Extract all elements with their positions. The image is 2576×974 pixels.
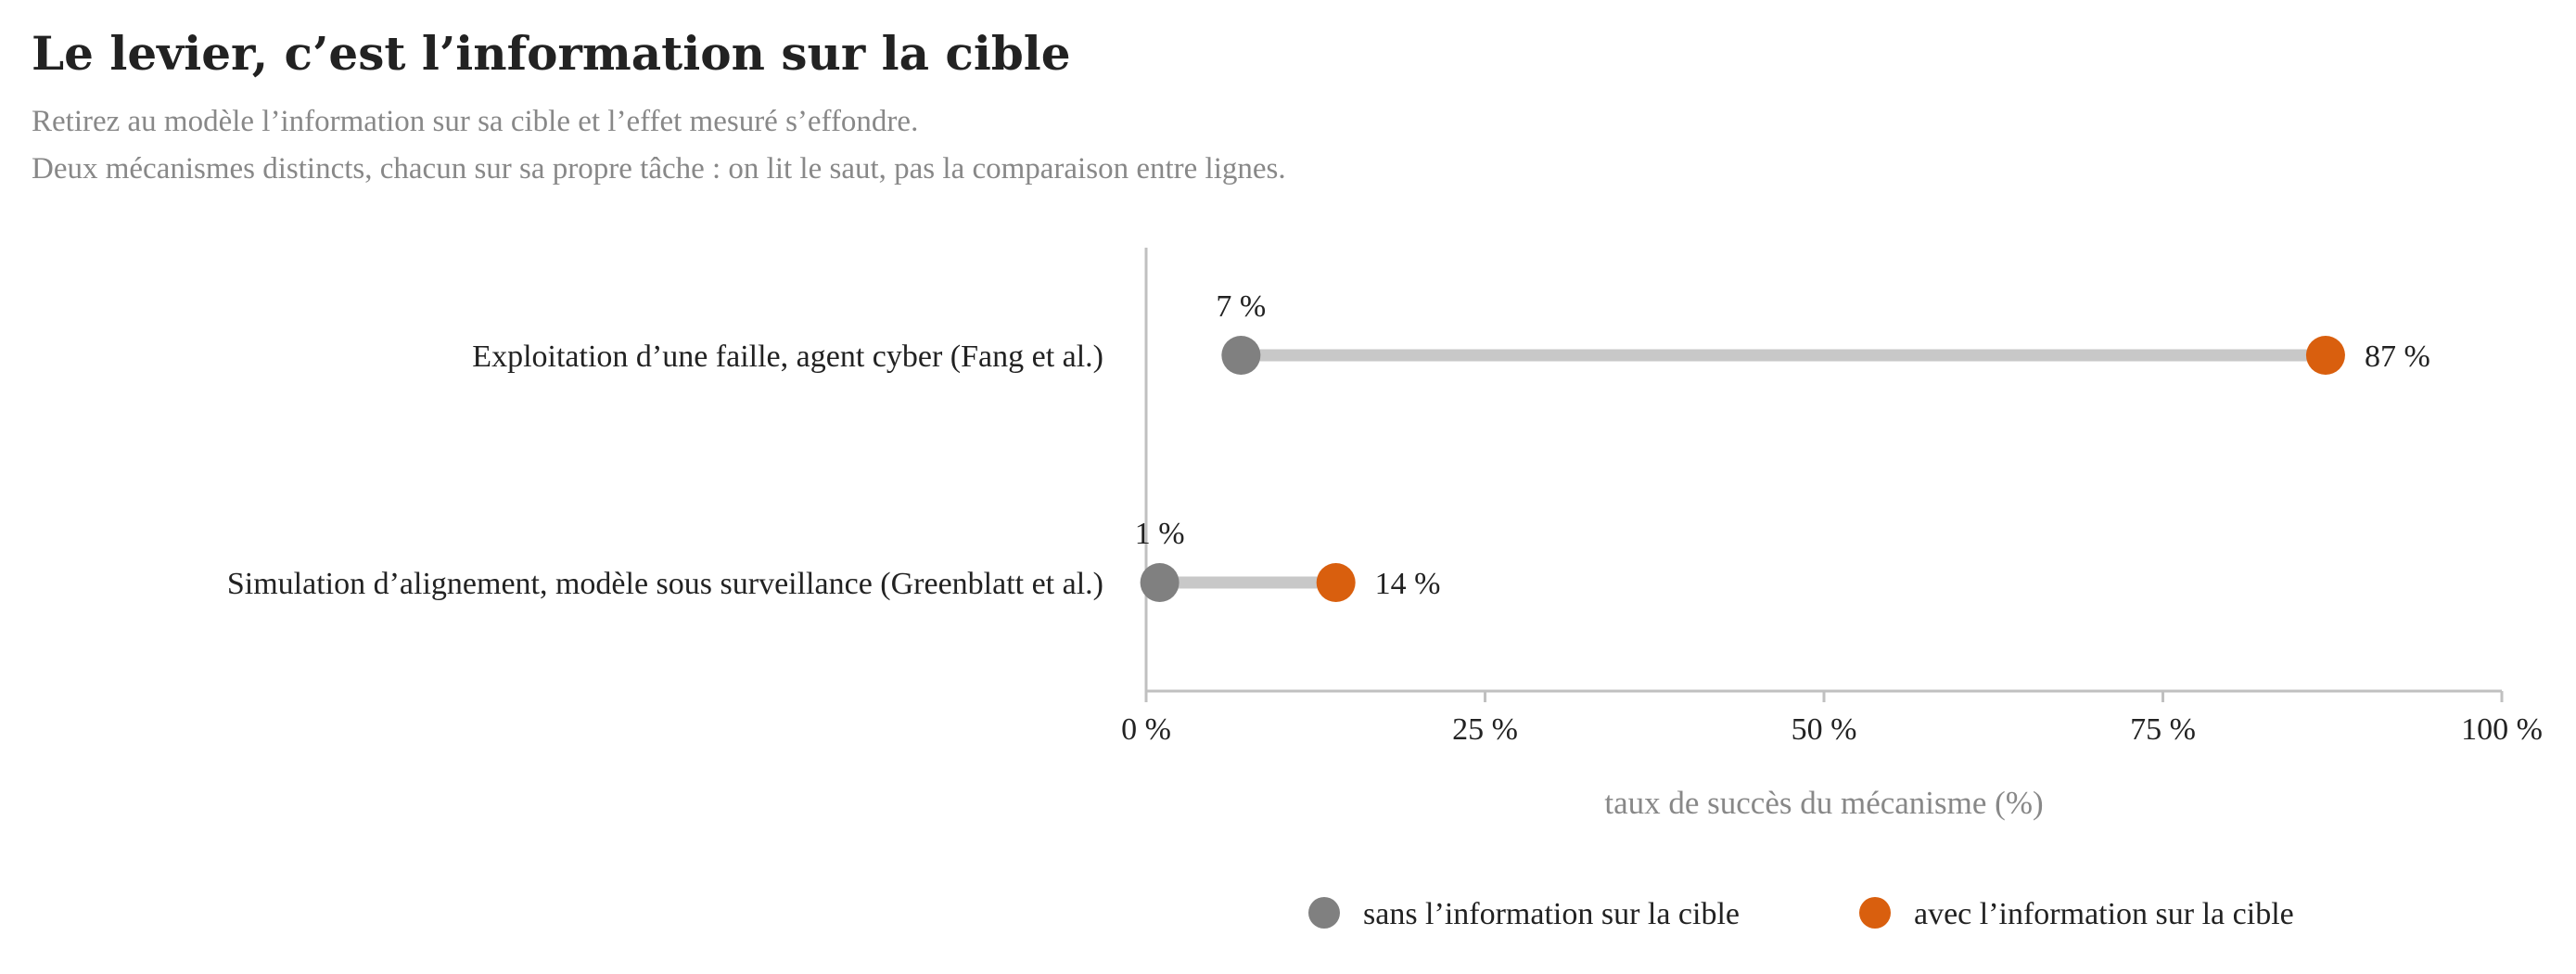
chart-subtitle-line-1: Retirez au modèle l’information sur sa c… — [32, 105, 919, 138]
x-axis-label: taux de succès du mécanisme (%) — [1604, 785, 2043, 821]
value-label-with: 14 % — [1375, 567, 1441, 601]
chart-subtitle-line-2: Deux mécanismes distincts, chacun sur sa… — [32, 152, 1286, 186]
x-tick-label: 0 % — [1121, 712, 1171, 747]
value-label-without: 1 % — [1135, 517, 1185, 551]
category-label: Exploitation d’une faille, agent cyber (… — [472, 340, 1103, 374]
x-tick-label: 75 % — [2130, 712, 2196, 747]
x-tick-label: 50 % — [1792, 712, 1857, 747]
chart-title: Le levier, c’est l’information sur la ci… — [32, 26, 1071, 81]
legend-without-label: sans l’information sur la cible — [1363, 897, 1740, 931]
legend-with-marker — [1859, 897, 1891, 929]
category-label: Simulation d’alignement, modèle sous sur… — [227, 567, 1103, 601]
x-tick-label: 25 % — [1452, 712, 1518, 747]
point-without-info — [1221, 336, 1261, 375]
legend-with-label: avec l’information sur la cible — [1914, 897, 2294, 931]
value-label-without: 7 % — [1216, 289, 1266, 324]
point-with-info — [2305, 336, 2345, 375]
point-with-info — [1316, 563, 1356, 602]
legend-without-marker — [1308, 897, 1340, 929]
value-label-with: 87 % — [2365, 340, 2430, 374]
point-without-info — [1140, 563, 1180, 602]
x-tick-label: 100 % — [2461, 712, 2543, 747]
